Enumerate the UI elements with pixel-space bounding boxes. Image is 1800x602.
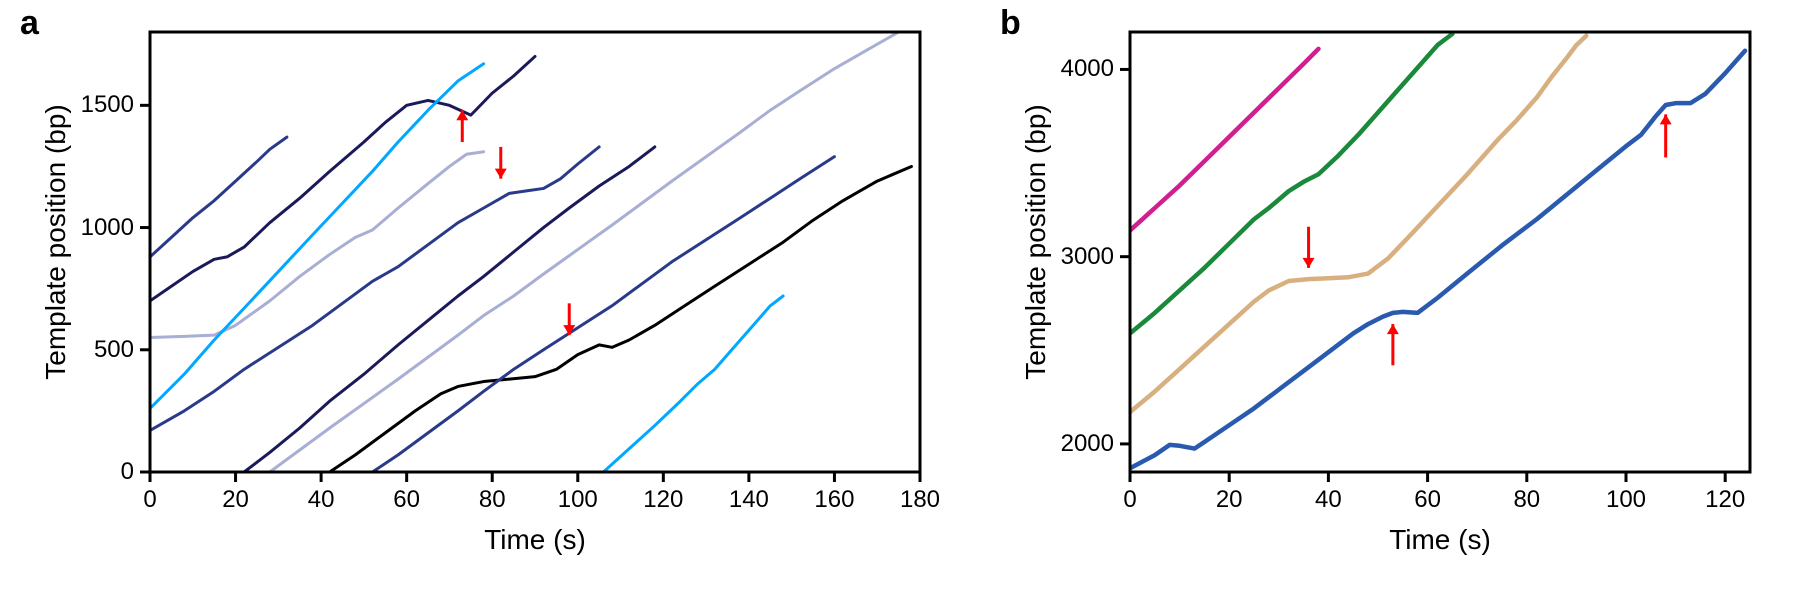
data-series xyxy=(150,137,287,257)
x-tick-label: 140 xyxy=(719,486,779,514)
x-tick-label: 0 xyxy=(1100,486,1160,514)
y-tick-label: 2000 xyxy=(1048,430,1114,458)
panel-b: b Template position (bp) Time (s) 020406… xyxy=(980,0,1800,602)
data-series xyxy=(244,147,655,472)
data-series xyxy=(372,157,834,472)
y-tick-label: 500 xyxy=(68,336,134,364)
x-tick-label: 80 xyxy=(462,486,522,514)
x-tick-label: 60 xyxy=(377,486,437,514)
figure: a Template position (bp) Time (s) 020406… xyxy=(0,0,1800,602)
annotation-arrow-head xyxy=(1660,114,1672,124)
x-tick-label: 0 xyxy=(120,486,180,514)
plot-border xyxy=(150,32,920,472)
x-tick-label: 160 xyxy=(804,486,864,514)
data-series xyxy=(150,147,599,431)
x-tick-label: 120 xyxy=(633,486,693,514)
data-series xyxy=(330,166,912,472)
y-tick-label: 1000 xyxy=(68,214,134,242)
x-tick-label: 40 xyxy=(291,486,351,514)
annotation-arrow-head xyxy=(495,169,507,179)
data-series xyxy=(1130,51,1745,469)
data-series xyxy=(1130,36,1586,412)
panel-a-xlabel: Time (s) xyxy=(150,524,920,556)
x-tick-label: 40 xyxy=(1298,486,1358,514)
y-tick-label: 3000 xyxy=(1048,243,1114,271)
x-tick-label: 180 xyxy=(890,486,950,514)
data-series xyxy=(603,296,783,472)
x-tick-label: 20 xyxy=(1199,486,1259,514)
panel-b-xlabel: Time (s) xyxy=(1130,524,1750,556)
x-tick-label: 100 xyxy=(548,486,608,514)
data-series xyxy=(1130,49,1318,231)
y-tick-label: 0 xyxy=(68,458,134,486)
data-series xyxy=(270,32,899,472)
panel-a-svg xyxy=(0,0,930,502)
data-series xyxy=(150,56,535,300)
data-series xyxy=(150,64,484,409)
y-tick-label: 1500 xyxy=(68,91,134,119)
x-tick-label: 120 xyxy=(1695,486,1755,514)
annotation-arrow-head xyxy=(1303,258,1315,268)
data-series xyxy=(150,152,484,338)
x-tick-label: 20 xyxy=(206,486,266,514)
panel-a: a Template position (bp) Time (s) 020406… xyxy=(0,0,980,602)
y-tick-label: 4000 xyxy=(1048,55,1114,83)
x-tick-label: 80 xyxy=(1497,486,1557,514)
annotation-arrow-head xyxy=(1387,324,1399,334)
x-tick-label: 60 xyxy=(1398,486,1458,514)
x-tick-label: 100 xyxy=(1596,486,1656,514)
